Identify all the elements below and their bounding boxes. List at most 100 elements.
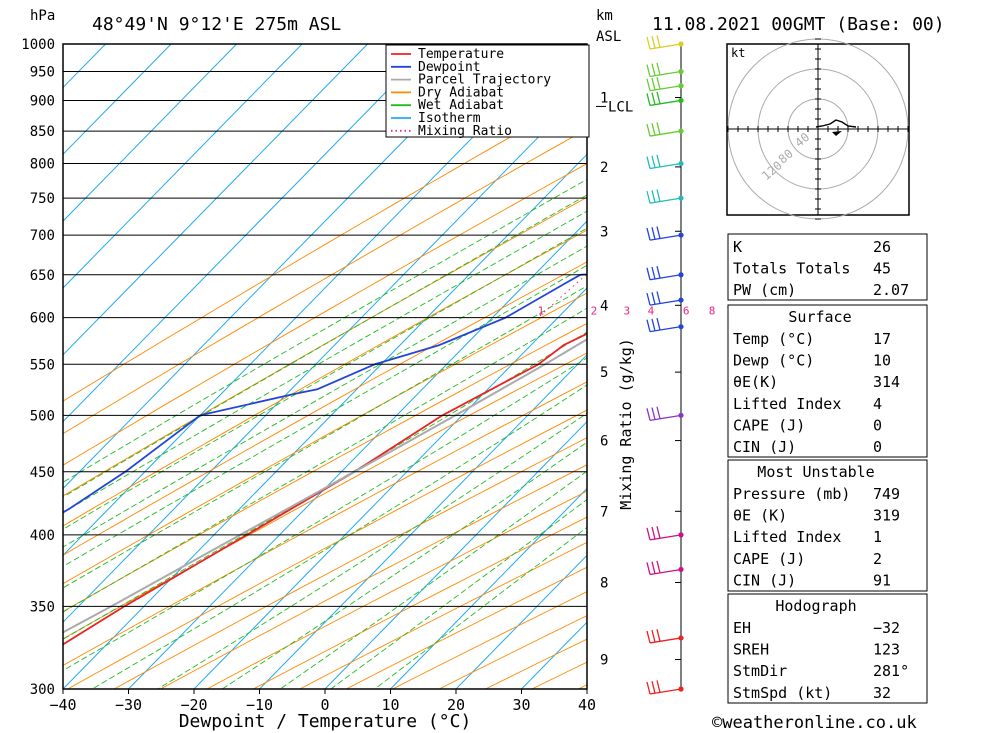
table-row-value: 1 [873, 528, 882, 546]
x-tick-label: −40 [49, 696, 76, 714]
table-row-label: CAPE (J) [733, 550, 805, 568]
pressure-tick-label: 800 [30, 157, 55, 173]
table-row-value: 319 [873, 507, 900, 525]
legend-label: Dry Adiabat [418, 85, 504, 100]
x-tick-label: 0 [320, 696, 329, 714]
dry-adiabat [160, 464, 587, 689]
asl-label: ASL [596, 29, 621, 45]
legend-label: Temperature [418, 47, 504, 62]
pressure-tick-label: 700 [30, 228, 55, 244]
isotherm [63, 44, 434, 423]
hodograph-table-title: Hodograph [775, 597, 856, 615]
wind-barb [646, 62, 684, 78]
table-row-value: 2.07 [873, 281, 909, 299]
table-row-value: 26 [873, 238, 891, 256]
pressure-unit-label: hPa [30, 8, 55, 24]
isotherm [259, 354, 587, 689]
isotherm [324, 420, 587, 689]
dry-adiabat [63, 381, 587, 667]
wind-barb [646, 154, 684, 170]
km-tick-label: 7 [600, 504, 608, 520]
wet-adiabat [63, 285, 587, 589]
mixing-ratio-label: 3 [623, 305, 630, 318]
dry-adiabat [63, 352, 587, 640]
wind-barb [646, 266, 684, 281]
table-row-value: 10 [873, 352, 891, 370]
legend-label: Wet Adiabat [418, 98, 504, 113]
table-row-label: Pressure (mb) [733, 485, 850, 503]
dry-adiabat [206, 490, 587, 689]
table-row-value: 749 [873, 485, 900, 503]
wet-adiabat [157, 412, 587, 689]
temperature-axis: −40 −30 −20 −10 0 10 20 30 40 [49, 689, 596, 714]
isotherm [128, 220, 587, 689]
plot-frame [62, 43, 588, 690]
pressure-tick-label: 650 [30, 268, 55, 284]
wind-barbs [646, 35, 684, 695]
table-row-value: 123 [873, 641, 900, 659]
legend-label: Isotherm [418, 111, 481, 126]
dry-adiabat [67, 409, 587, 689]
indices-table: K 26 Totals Totals 45 PW (cm) 2.07 [727, 233, 928, 301]
table-row-value: 45 [873, 260, 891, 278]
wind-barb [646, 77, 684, 92]
hodograph-table: Hodograph EH −32 SREH 123 StmDir 281° StmSpd (… [727, 593, 928, 704]
mixing-ratio-axis-title: Mixing Ratio (g/kg) [617, 338, 635, 510]
table-row-label: CAPE (J) [733, 416, 805, 434]
most-unstable-table: Most Unstable Pressure (mb) 749 θE (K) 319 L… [727, 459, 928, 592]
isotherm [63, 44, 303, 289]
datetime-title: 11.08.2021 00GMT (Base: 00) [652, 14, 945, 35]
km-label: km [596, 8, 613, 24]
table-row-label: CIN (J) [733, 438, 796, 456]
table-row-label: CIN (J) [733, 571, 796, 589]
wind-barb [646, 317, 684, 333]
wind-barb [646, 189, 684, 204]
x-tick-label: 30 [512, 696, 530, 714]
table-row-label: Lifted Index [733, 528, 841, 546]
wet-adiabat [221, 441, 587, 689]
location-title: 48°49'N 9°12'E 275m ASL [92, 14, 341, 35]
mixing-ratio-label: 8 [709, 305, 716, 318]
table-row-label: Dewp (°C) [733, 352, 814, 370]
storm-motion-marker [832, 131, 842, 136]
table-row-value: 0 [873, 438, 882, 456]
table-row-label: StmSpd (kt) [733, 684, 832, 702]
series-dewpoint [63, 273, 587, 514]
table-row-label: K [733, 238, 742, 256]
km-tick-label: 8 [600, 575, 608, 591]
table-row-label: Lifted Index [733, 395, 841, 413]
pressure-tick-label: 1000 [21, 37, 55, 53]
isotherm [455, 554, 587, 689]
dry-adiabat [63, 292, 587, 585]
mixing-ratio-label: 1 [538, 305, 545, 318]
wind-barb [646, 226, 684, 241]
pressure-tick-label: 450 [30, 465, 55, 481]
pressure-tick-label: 600 [30, 311, 55, 327]
wind-barb [646, 526, 684, 541]
table-row-label: Temp (°C) [733, 330, 814, 348]
hodograph-trace [815, 119, 857, 128]
km-tick-label: 2 [600, 160, 608, 176]
wind-barb [646, 560, 684, 576]
pressure-tick-label: 550 [30, 357, 55, 373]
x-tick-label: 40 [578, 696, 596, 714]
hodograph-unit: kt [731, 46, 745, 60]
table-row-label: θE(K) [733, 373, 778, 391]
table-row-label: θE (K) [733, 507, 787, 525]
legend-label: Parcel Trajectory [418, 73, 551, 88]
table-row-value: 4 [873, 395, 882, 413]
pressure-tick-label: 950 [30, 64, 55, 80]
isotherm [63, 44, 237, 222]
dry-adiabat [63, 322, 587, 613]
table-row-value: 314 [873, 373, 900, 391]
isotherm [63, 44, 499, 490]
table-row-value: 17 [873, 330, 891, 348]
km-tick-label: 6 [600, 434, 608, 450]
wet-adiabat [63, 178, 587, 483]
wind-barb [646, 291, 684, 306]
km-tick-label: 4 [600, 298, 608, 314]
table-row-value: 91 [873, 571, 891, 589]
